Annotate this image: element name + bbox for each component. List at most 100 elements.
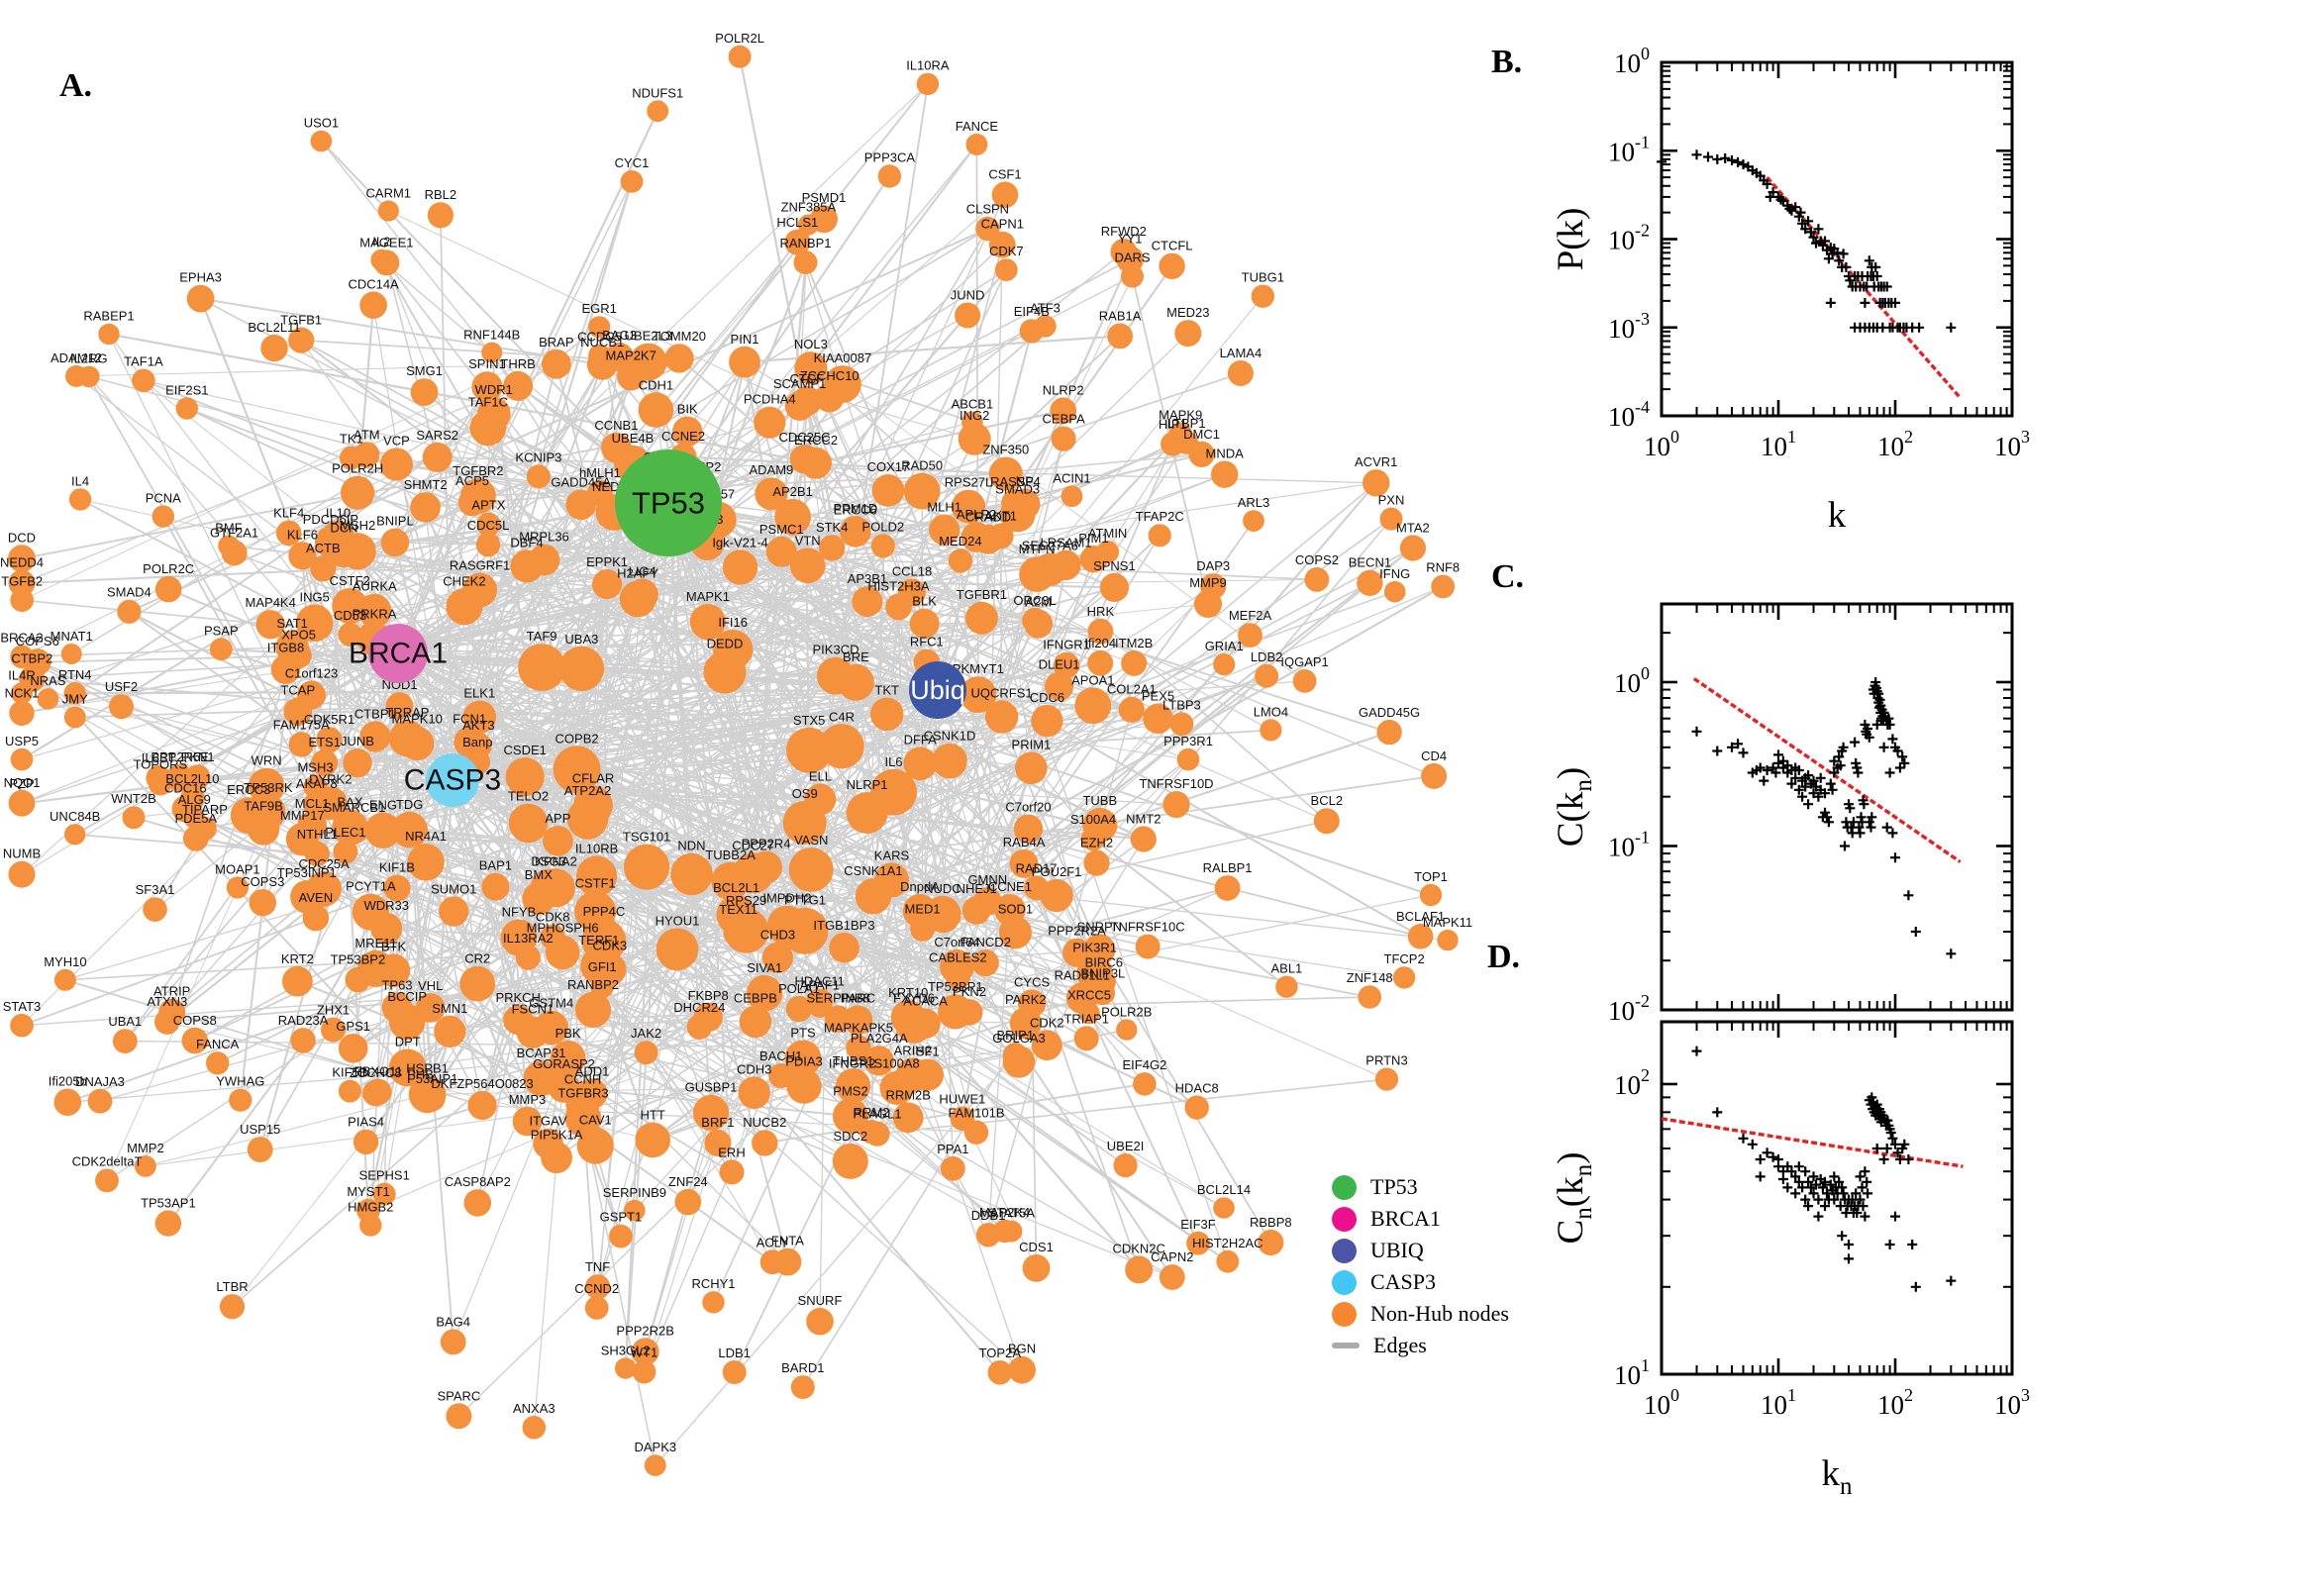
legend-item-non-hub-nodes: Non-Hub nodes	[1332, 1298, 1509, 1330]
network-node-label: ARL3	[1238, 495, 1270, 510]
network-node-label: TUBB2A	[705, 848, 756, 862]
network-node-label: C7orf20	[1005, 800, 1051, 815]
network-node-label: NCK1	[5, 686, 40, 701]
network-node	[788, 848, 834, 892]
network-node-label: TCAP	[280, 683, 315, 698]
network-node-label: BRAP	[539, 335, 573, 349]
network-node	[1419, 883, 1443, 907]
network-node-label: CDC27	[732, 838, 774, 852]
network-node	[288, 327, 315, 353]
network-node	[782, 800, 827, 845]
network-node	[505, 757, 545, 797]
network-node-label: EZH2	[1080, 836, 1113, 850]
network-node	[541, 1142, 572, 1174]
network-node	[1431, 574, 1456, 599]
network-node	[634, 1041, 658, 1065]
legend-item-label: TP53	[1370, 1174, 1418, 1199]
network-node-label: ATXN3	[147, 994, 187, 1009]
network-node	[863, 1046, 894, 1076]
network-node-label: AP2B1	[772, 484, 812, 499]
network-node	[1392, 966, 1416, 989]
network-node	[481, 872, 510, 901]
network-node	[440, 1329, 466, 1355]
network-node	[1099, 572, 1129, 603]
network-node-label: BRE	[843, 649, 869, 664]
network-node	[508, 803, 549, 844]
network-node	[784, 1040, 822, 1077]
network-node	[255, 610, 285, 640]
network-node	[790, 1375, 815, 1400]
network-node	[833, 1098, 868, 1135]
network-node-label: CDC16	[164, 780, 207, 795]
network-node-label: COPS3	[241, 874, 284, 889]
network-node	[462, 700, 496, 734]
network-node	[819, 535, 846, 561]
network-node	[459, 965, 496, 1002]
network-node-label: WT1	[631, 1346, 657, 1360]
legend-item-edges: Edges	[1332, 1330, 1509, 1361]
network-node	[941, 1155, 965, 1181]
network-node-label: IL6ST	[142, 750, 176, 765]
network-node-label: DMC1	[1183, 427, 1220, 442]
network-node	[574, 991, 612, 1028]
network-node-label: ACTB	[306, 541, 341, 555]
network-node	[566, 798, 609, 840]
legend-item-ubiq: UBIQ	[1332, 1235, 1509, 1266]
network-node	[703, 650, 747, 694]
panel-letter-c: C.	[1491, 558, 1525, 595]
network-node-label: MAPK1	[686, 589, 730, 604]
network-node	[898, 578, 926, 607]
network-node-label: GADD45G	[1359, 705, 1420, 720]
network-node	[132, 368, 155, 393]
network-node-label: PARK2	[1005, 992, 1047, 1007]
x-axis-label-D: kn​	[1822, 1453, 1854, 1500]
network-node-label: XRCC5	[1067, 988, 1111, 1003]
legend-item-casp3: CASP3	[1332, 1266, 1509, 1298]
network-node	[209, 638, 233, 661]
network-node-label: ACACA	[903, 994, 948, 1009]
network-node	[1091, 969, 1116, 994]
network-node-label: TAF1A	[124, 354, 163, 369]
network-node-label: ERCC3	[227, 782, 270, 797]
network-node-label: NP	[1016, 474, 1034, 489]
network-node-label: FANCD2	[960, 935, 1011, 949]
network-node	[903, 472, 941, 510]
network-node	[961, 411, 983, 434]
network-node-label: ZNF385A	[781, 200, 837, 215]
network-node	[1113, 1153, 1138, 1178]
network-node	[143, 897, 167, 922]
legend-item-label: BRCA1	[1370, 1206, 1441, 1231]
network-node	[619, 580, 656, 618]
network-node-label: AKAP8	[296, 776, 338, 791]
network-node	[843, 1005, 873, 1036]
network-node	[558, 646, 605, 692]
network-node	[288, 542, 317, 570]
network-node	[185, 764, 211, 790]
network-node-label: CSTF2	[330, 573, 370, 588]
network-node-label: CEBPA	[1043, 412, 1085, 427]
network-node-label: ANXA3	[513, 1401, 556, 1416]
network-node	[516, 1016, 550, 1048]
network-node	[864, 1121, 890, 1147]
network-node	[345, 966, 371, 993]
network-node-label: NR4A1	[405, 829, 447, 844]
network-node	[229, 1088, 252, 1112]
network-node	[338, 1079, 361, 1103]
network-node-label: Igk-V21-4	[712, 535, 767, 549]
network-node	[154, 1210, 182, 1237]
network-node	[576, 1078, 608, 1109]
svg-text:101: 101	[1761, 427, 1796, 461]
network-node	[815, 383, 845, 413]
network-node-label: MAGEE1	[359, 235, 413, 249]
network-node	[550, 1041, 586, 1076]
network-node-label: CD4	[1421, 748, 1447, 763]
network-node	[182, 825, 209, 851]
x-axis-label-B: k	[1828, 495, 1847, 536]
network-node	[379, 448, 413, 481]
network-node	[632, 1359, 656, 1384]
network-node-label: AURKA	[353, 579, 397, 594]
network-node	[615, 1357, 637, 1379]
network-node	[1135, 934, 1161, 959]
network-node	[1421, 762, 1448, 789]
network-node-label: KIF5B	[332, 1065, 367, 1080]
